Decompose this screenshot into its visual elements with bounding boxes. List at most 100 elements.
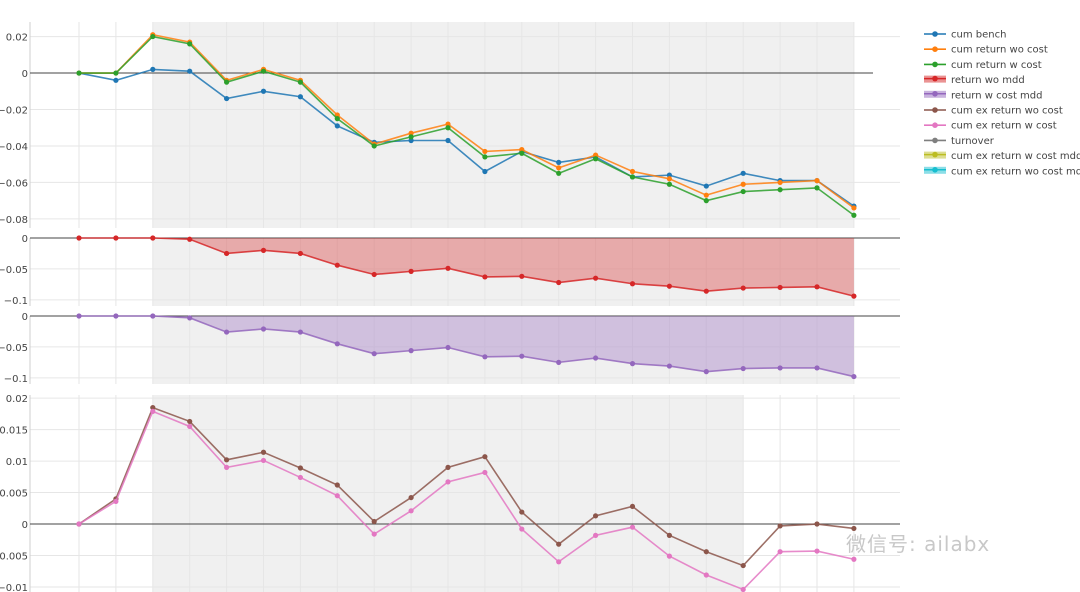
cum_ex_return_w_cost-point [666,553,673,559]
cum_ex_return_w_cost-point [777,549,783,555]
return_wo_mdd-point [519,273,525,279]
shaded-region [152,316,854,384]
cum_ex_return_wo_cost-point [187,418,193,425]
cum_ex_return_wo_cost-point [814,521,820,527]
cum_bench-point [482,168,488,175]
cum_return_wo_cost-point [519,147,525,153]
legend-item-cum_return_w_cost: cum return w cost [924,60,1042,71]
cum_return_w_cost-point [666,181,673,187]
return_w_cost_mdd-point [703,369,709,375]
legend: cum bench cum return wo cost cum return w … [924,30,1080,177]
cum_return_w_cost-point [150,33,156,40]
return_wo_mdd-point [113,235,119,241]
return_wo_mdd-point [777,284,783,291]
legend-label: turnover [951,136,995,147]
legend-label: cum ex return wo cost [951,106,1063,117]
cum_ex_return_wo_cost-point [260,449,267,455]
return_w_cost_mdd-point [297,329,303,335]
cum_ex_return_wo_cost-point [593,513,599,519]
cum_ex_return_wo_cost-point [297,465,303,471]
cum_ex_return_w_cost-point [593,532,599,538]
return_w_cost_mdd-area [79,316,854,377]
y-tick-label: −0.06 [0,178,28,189]
cum_return_wo_cost-point [666,176,673,182]
legend-item-turnover: turnover [924,136,995,147]
cum_ex_return_wo_cost-point [150,404,156,411]
cum_return_w_cost-point [260,68,267,74]
y-tick-label: 0 [22,234,28,245]
return_wo_mdd-point [740,285,746,291]
legend-label: cum ex return w cost [951,121,1057,132]
y-tick-label: 0.02 [6,394,28,405]
cum_ex_return_w_cost-point [482,469,488,476]
cum_ex_return_wo_cost-point [629,503,636,510]
cum_return_w_cost-point [371,143,377,149]
cum_ex_return_wo_cost-point [777,523,783,529]
cum_ex_return_w_cost-point [408,508,414,514]
y-tick-label: 0.01 [6,457,28,468]
y-tick-label: 0 [22,69,28,80]
return_wo_mdd-line [79,237,855,297]
cum_return_w_cost-point [297,79,303,85]
cum_return_w_cost-point [740,188,746,195]
cum_bench-point [703,183,709,189]
legend-swatch-marker [932,107,938,113]
return_wo_mdd-point [666,283,673,289]
return_wo_mdd-point [629,281,636,287]
cum_ex_return_wo_cost-point [371,518,377,525]
return_w_cost_mdd-point [556,359,562,365]
return_wo_mdd-point [224,250,230,257]
cum_ex_return_wo_cost-point [445,464,451,470]
shaded-region [152,22,854,228]
cum_ex_return_w_cost-point [76,521,82,527]
cum_return_w_cost-point [113,70,119,76]
cum_return_w_cost-point [814,185,820,191]
cum_ex_return_w_cost-point [703,572,709,578]
return_w_cost_mdd-point [666,363,673,369]
cum_bench-point [408,137,414,144]
legend-item-cum_bench: cum bench [924,30,1006,41]
y-tick-label: 0.015 [0,426,28,437]
legend-item-cum_return_wo_cost: cum return wo cost [924,45,1048,56]
return_wo_mdd-point [187,236,193,242]
legend-label: return wo mdd [951,75,1025,86]
cum_ex_return_w_cost-point [740,586,746,592]
cum_ex_return_w_cost-point [629,524,636,530]
y-tick-label: 0.02 [6,33,28,44]
legend-item-cum_ex_return_wo_cost: cum ex return wo cost [924,106,1063,117]
cum_return_wo_cost-point [777,179,783,186]
legend-label: cum bench [951,30,1006,41]
legend-swatch-marker [932,75,938,82]
cum_return_wo_cost-point [740,181,746,187]
cum_ex_return_w_cost-point [150,408,156,414]
cum_bench-line [78,68,855,207]
cum_bench-point [334,123,340,129]
return_wo_mdd-point [334,262,340,268]
return_w_cost_mdd-point [260,326,267,332]
y-tick-label: 0.005 [0,489,28,500]
return_w_cost_mdd-point [629,361,636,367]
legend-item-cum_ex_return_wo_cost_mdd: cum ex return wo cost mdd [924,166,1080,177]
legend-swatch-marker [932,61,938,68]
cum_bench-point [666,172,673,178]
y-tick-label: −0.05 [0,265,28,276]
legend-swatch-marker [932,167,938,173]
cum_bench-point [740,170,746,176]
cum_ex_return_w_cost-point [224,464,230,470]
y-tick-label: −0.1 [4,374,28,385]
cum_ex_return_wo_cost-point [666,532,673,538]
cum_bench-point [150,66,156,72]
return_w_cost_mdd-point [851,373,857,380]
legend-label: cum return wo cost [951,45,1048,56]
cum_ex_return_wo_cost-point [703,549,709,555]
cum_bench-point [224,95,230,102]
return_w_cost_mdd-point [445,344,451,351]
cum_return_w_cost-point [187,41,193,47]
cum_return_w_cost-point [703,198,709,204]
cum_return_wo_cost-point [408,130,414,136]
cum_ex_return_w_cost-point [371,531,377,537]
legend-label: cum ex return wo cost mdd [951,166,1080,177]
return_w_cost_mdd-point [593,355,599,361]
watermark: 微信号: ailabx [846,532,991,556]
